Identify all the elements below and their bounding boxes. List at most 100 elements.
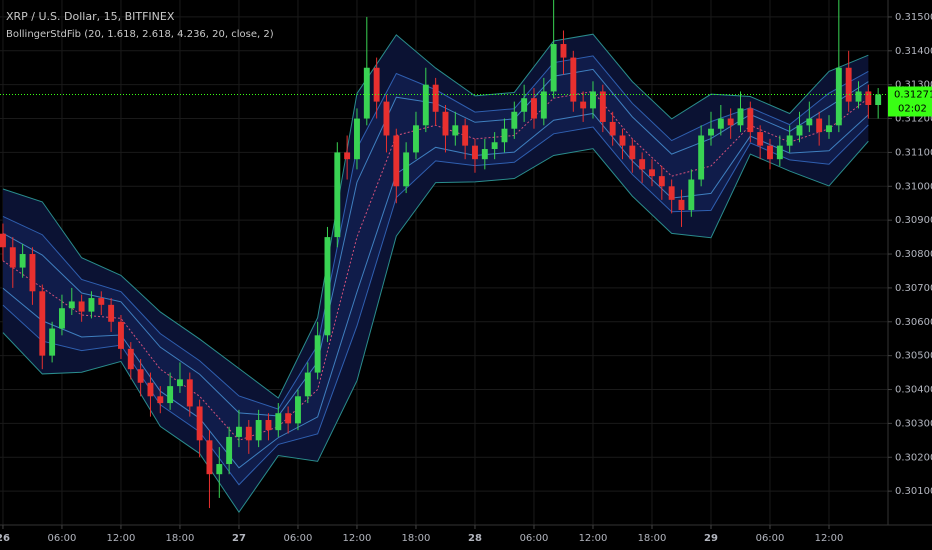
- last-price-label: 0.31271: [894, 90, 932, 101]
- x-tick-label: 12:00: [107, 533, 136, 544]
- candle-body: [78, 301, 85, 312]
- candle-body: [442, 111, 449, 136]
- candle-body: [49, 328, 56, 356]
- candle-body: [314, 335, 321, 373]
- plot-area: [0, 0, 888, 525]
- candle-body: [688, 179, 695, 210]
- band-line: [2, 140, 869, 514]
- candle-body: [609, 121, 616, 136]
- candle-body: [373, 67, 380, 102]
- x-tick-label: 29: [704, 533, 718, 544]
- candle-body: [619, 135, 626, 146]
- candle-body: [363, 67, 370, 119]
- candle-body: [68, 301, 75, 309]
- candle-body: [9, 247, 16, 268]
- candle-body: [226, 436, 233, 465]
- candle-body: [767, 145, 773, 160]
- candle-body: [206, 440, 213, 475]
- x-tick-label: 06:00: [48, 533, 77, 544]
- last-price-box: [888, 86, 932, 117]
- candle-body: [491, 142, 498, 150]
- candle-body: [255, 420, 262, 441]
- candle-body: [521, 98, 528, 112]
- candle-body: [531, 98, 537, 119]
- candle-body: [776, 145, 783, 160]
- indicator-legend: BollingerStdFib (20, 1.618, 2.618, 4.236…: [6, 29, 274, 40]
- band-line: [2, 124, 869, 486]
- candle-body: [383, 101, 390, 136]
- x-tick-label: 18:00: [166, 533, 195, 544]
- candle-body: [796, 125, 803, 136]
- x-tick-label: 12:00: [815, 533, 844, 544]
- candle-body: [354, 118, 360, 160]
- candle-body: [147, 382, 154, 397]
- candle-body: [118, 321, 124, 349]
- candle-body: [580, 101, 587, 109]
- candle-body: [747, 108, 754, 133]
- y-tick-label: 0.31500: [895, 12, 932, 23]
- candle-body: [757, 132, 764, 146]
- candle-body: [413, 125, 419, 153]
- x-tick-label: 12:00: [343, 533, 372, 544]
- candle-body: [334, 152, 341, 238]
- candle-body: [835, 67, 842, 126]
- candle-body: [855, 91, 862, 102]
- chart-title: XRP / U.S. Dollar, 15, BITFINEX: [6, 10, 175, 23]
- candle-body: [98, 298, 105, 305]
- candle-body: [550, 44, 557, 92]
- candle-body: [678, 199, 685, 210]
- candle-body: [452, 125, 459, 136]
- x-tick-label: 27: [232, 533, 246, 544]
- x-tick-label: 06:00: [520, 533, 549, 544]
- candle-body: [658, 176, 665, 187]
- candle-body: [698, 135, 705, 180]
- candle-body: [599, 91, 606, 122]
- candle-body: [108, 304, 115, 322]
- candle-body: [629, 145, 636, 160]
- candle-body: [295, 396, 301, 424]
- x-tick-label: 18:00: [402, 533, 431, 544]
- candle-body: [59, 308, 65, 329]
- candle-body: [570, 57, 577, 102]
- band-line: [2, 112, 869, 469]
- candle-body: [196, 406, 203, 441]
- candle-body: [403, 152, 410, 187]
- candle-body: [344, 152, 351, 160]
- candle-body: [432, 84, 439, 112]
- candle-body: [39, 291, 46, 356]
- candle-body: [560, 44, 567, 58]
- candle-body: [806, 118, 813, 126]
- candle-body: [393, 135, 400, 187]
- candle-body: [0, 233, 6, 248]
- candle-body: [540, 91, 547, 119]
- x-tick-label: 06:00: [284, 533, 313, 544]
- candle-body: [29, 254, 36, 292]
- x-tick-label: 06:00: [756, 533, 785, 544]
- candle-body: [786, 135, 793, 146]
- candle-body: [737, 108, 744, 126]
- candle-body: [511, 111, 518, 129]
- candle-body: [127, 348, 134, 370]
- candle-body: [304, 372, 311, 397]
- x-tick-label: 28: [468, 533, 482, 544]
- candle-body: [501, 128, 508, 143]
- candle-body: [137, 369, 144, 383]
- x-tick-label: 18:00: [638, 533, 667, 544]
- candle-body: [167, 386, 174, 404]
- candle-body: [826, 125, 832, 133]
- candle-body: [88, 298, 95, 312]
- candle-body: [275, 413, 282, 431]
- candle-body: [708, 128, 714, 136]
- candle-body: [265, 420, 272, 431]
- candle-body: [19, 254, 26, 268]
- candle-body: [462, 125, 469, 146]
